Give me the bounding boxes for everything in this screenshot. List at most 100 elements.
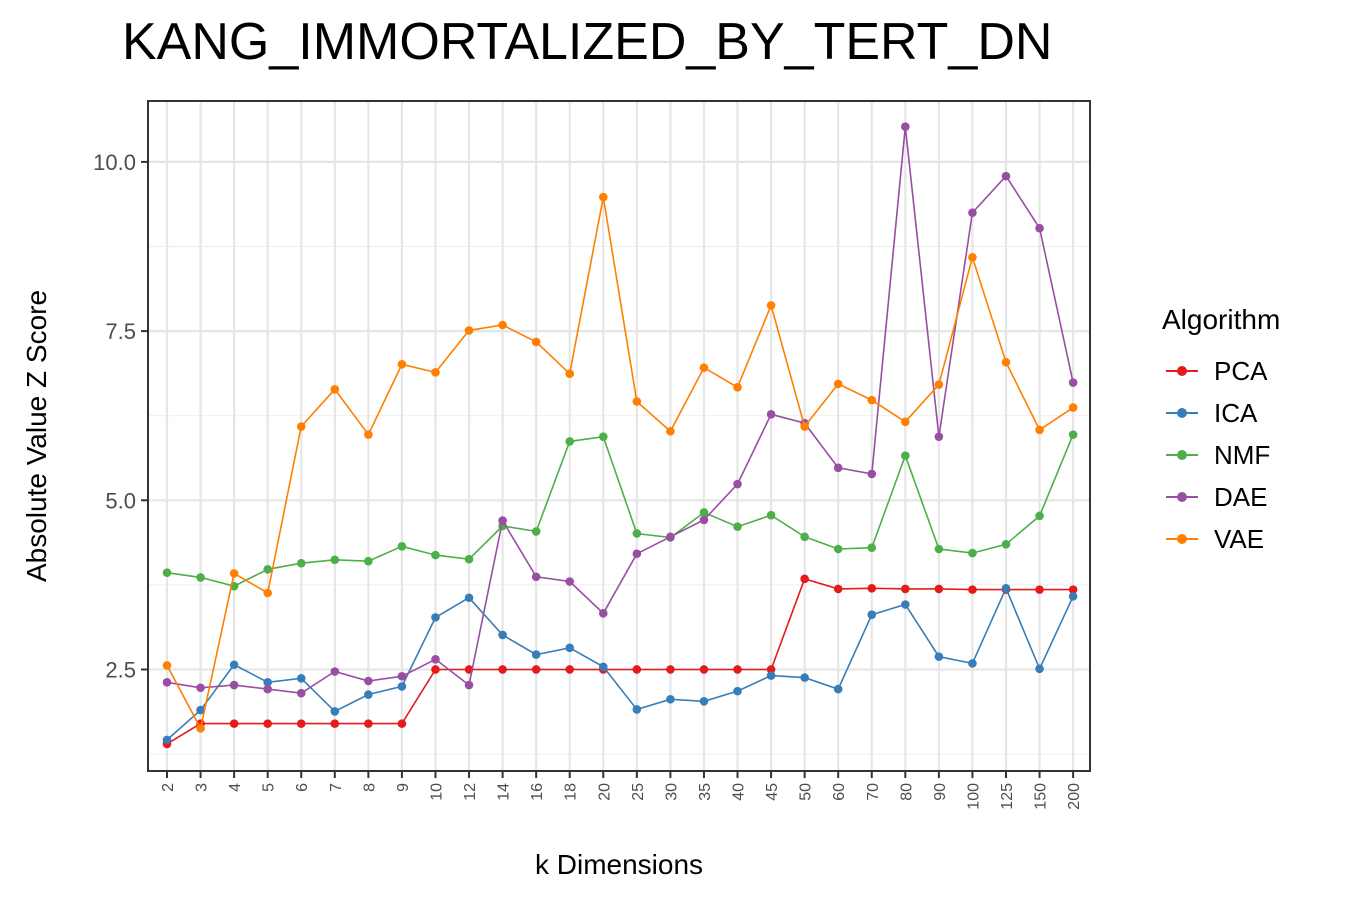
- point-dae: [901, 122, 910, 132]
- point-pca: [766, 665, 776, 674]
- chart-title: KANG_IMMORTALIZED_BY_TERT_DN: [122, 13, 1053, 71]
- point-vae: [364, 430, 373, 439]
- point-pca: [364, 719, 373, 728]
- x-tick-label: 90: [932, 783, 949, 801]
- series-line-pca: [166, 577, 1074, 745]
- point-ica: [901, 600, 910, 609]
- point-dae: [1035, 223, 1044, 233]
- legend-key-dot: [1177, 408, 1187, 418]
- legend-key-pca: [1162, 356, 1202, 386]
- x-tick-label: 40: [731, 783, 748, 801]
- x-tick-label: 50: [798, 783, 815, 801]
- x-tick-label: 30: [663, 783, 680, 801]
- point-vae: [800, 422, 809, 431]
- point-pca: [296, 719, 306, 728]
- point-pca: [431, 665, 440, 674]
- point-ica: [364, 690, 373, 699]
- point-dae: [934, 432, 944, 441]
- x-tick-label: 60: [831, 783, 848, 801]
- point-nmf: [464, 554, 474, 564]
- point-pca: [833, 584, 843, 594]
- legend-key-ica: [1162, 398, 1202, 428]
- point-ica: [833, 684, 843, 694]
- x-tick-label: 18: [563, 783, 580, 801]
- point-vae: [833, 379, 843, 389]
- point-pca: [565, 665, 575, 674]
- point-dae: [1068, 378, 1078, 387]
- legend-item-dae: DAE: [1162, 476, 1280, 518]
- grid-minor: [148, 245, 1090, 755]
- point-ica: [498, 630, 507, 640]
- point-pca: [699, 665, 709, 674]
- point-dae: [968, 208, 977, 217]
- point-nmf: [364, 556, 373, 566]
- point-pca: [1035, 585, 1044, 594]
- series-line-vae: [166, 196, 1074, 731]
- point-pca: [1068, 585, 1078, 594]
- point-ica: [330, 707, 340, 716]
- point-ica: [766, 671, 776, 680]
- x-tick-label: 70: [865, 783, 882, 801]
- point-vae: [968, 253, 977, 262]
- x-tick-label: 14: [496, 783, 513, 801]
- point-dae: [296, 688, 306, 698]
- point-dae: [867, 469, 877, 479]
- point-pca: [968, 585, 977, 594]
- point-vae: [431, 368, 440, 377]
- x-tick-label: 5: [261, 783, 278, 792]
- x-tick-label: 100: [965, 783, 982, 810]
- point-ica: [632, 705, 642, 714]
- x-tick-label: 10: [428, 783, 445, 801]
- point-nmf: [565, 437, 575, 446]
- x-tick-label: 150: [1033, 783, 1050, 810]
- legend-key-vae: [1162, 524, 1202, 554]
- point-vae: [1001, 357, 1011, 367]
- x-axis: 2 3 4 5 6 7 8 9 10 12 14 16 18 20 25 30 35 40 45 50 60 70 80 90…: [160, 771, 1083, 810]
- point-ica: [296, 673, 306, 683]
- x-tick-label: 3: [194, 783, 211, 792]
- x-tick-label: 20: [596, 783, 613, 801]
- point-ica: [800, 673, 809, 682]
- point-ica: [666, 694, 675, 704]
- x-tick-label: 125: [999, 783, 1016, 810]
- point-vae: [498, 320, 507, 330]
- legend-key-dae: [1162, 482, 1202, 512]
- point-dae: [498, 516, 507, 525]
- point-pca: [229, 719, 239, 728]
- point-dae: [162, 678, 172, 687]
- point-vae: [901, 417, 910, 427]
- point-vae: [296, 422, 306, 431]
- point-dae: [766, 410, 776, 419]
- point-nmf: [1035, 511, 1044, 521]
- point-vae: [263, 588, 272, 598]
- point-vae: [162, 661, 172, 670]
- legend-item-vae: VAE: [1162, 518, 1280, 560]
- x-tick-label: 9: [395, 783, 412, 792]
- legend-key-dot: [1177, 492, 1187, 502]
- legend-item-pca: PCA: [1162, 350, 1280, 392]
- point-vae: [330, 385, 340, 394]
- x-tick-label: 35: [697, 783, 714, 801]
- point-ica: [699, 696, 709, 706]
- point-dae: [699, 515, 709, 525]
- point-ica: [196, 705, 205, 715]
- point-ica: [162, 735, 172, 745]
- point-vae: [531, 337, 541, 347]
- point-nmf: [1068, 430, 1078, 439]
- point-ica: [598, 662, 608, 672]
- point-nmf: [1001, 539, 1011, 549]
- legend-label: DAE: [1214, 481, 1268, 512]
- point-ica: [1035, 664, 1044, 674]
- point-pca: [263, 719, 272, 728]
- point-pca: [531, 665, 541, 674]
- point-ica: [531, 650, 541, 659]
- series-layer: [162, 122, 1078, 749]
- x-tick-label: 25: [630, 783, 647, 801]
- point-vae: [565, 369, 575, 379]
- point-vae: [766, 301, 776, 310]
- point-ica: [934, 652, 944, 661]
- point-ica: [229, 660, 239, 670]
- series-line-dae: [166, 126, 1074, 695]
- point-vae: [699, 363, 709, 372]
